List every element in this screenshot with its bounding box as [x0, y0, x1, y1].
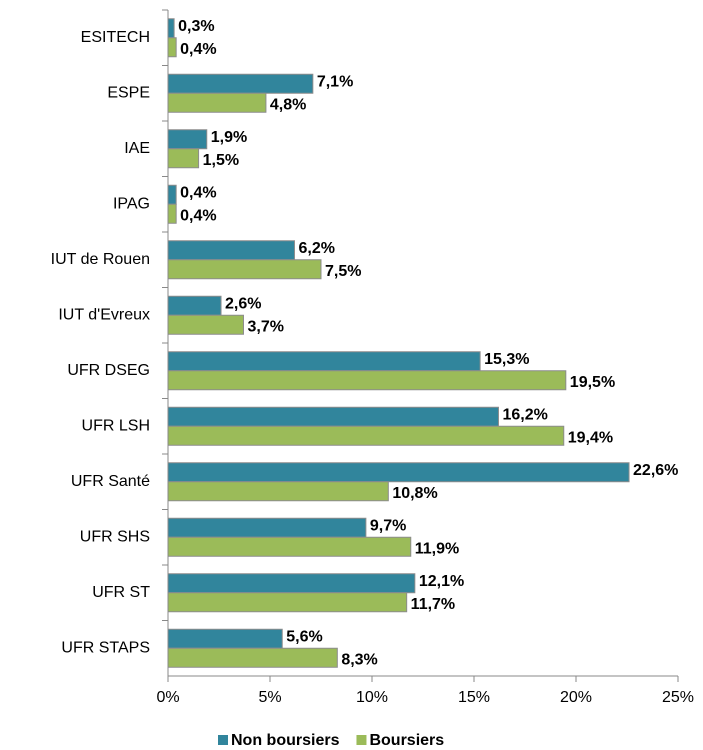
bar: [167, 592, 408, 613]
y-tick-label: ESPE: [107, 84, 150, 101]
data-label: 9,7%: [370, 517, 406, 534]
data-label: 1,5%: [203, 152, 239, 169]
x-tick-label: 15%: [458, 689, 490, 706]
bar: [167, 92, 267, 113]
bar: [167, 314, 244, 335]
bar: [167, 573, 416, 594]
legend-label: Non boursiers: [231, 732, 340, 749]
data-label: 10,8%: [392, 485, 437, 502]
data-label: 7,1%: [317, 73, 353, 90]
legend-swatch: [218, 735, 228, 745]
bar: [167, 425, 565, 446]
y-tick-label: ESITECH: [81, 29, 150, 46]
bar: [167, 370, 567, 391]
bar: [167, 481, 389, 502]
data-label: 19,5%: [570, 374, 615, 391]
y-tick-label: IUT de Rouen: [51, 251, 150, 268]
data-label: 11,9%: [415, 540, 459, 557]
data-label: 7,5%: [325, 263, 361, 280]
data-label: 12,1%: [419, 573, 464, 590]
data-label: 0,4%: [180, 184, 216, 201]
data-label: 2,6%: [225, 295, 261, 312]
y-tick-label: IAE: [124, 140, 150, 157]
y-tick-label: UFR Santé: [71, 473, 150, 490]
bar: [167, 259, 322, 280]
y-tick-label: IUT d'Evreux: [58, 306, 150, 323]
legend-swatch: [356, 735, 367, 745]
x-tick-label: 0%: [156, 689, 179, 706]
bar: [167, 18, 175, 39]
x-tick-label: 5%: [258, 689, 281, 706]
data-label: 5,6%: [286, 628, 322, 645]
bar: [167, 462, 630, 483]
y-tick-label: UFR DSEG: [67, 362, 150, 379]
bar: [167, 536, 412, 557]
y-tick-label: UFR ST: [92, 584, 150, 601]
data-label: 19,4%: [568, 429, 613, 446]
data-label: 3,7%: [247, 318, 283, 335]
bar: [167, 73, 314, 94]
bar: [167, 295, 222, 316]
data-label: 0,4%: [180, 207, 216, 224]
bar: [167, 406, 499, 427]
data-label: 15,3%: [484, 351, 529, 368]
bar: [167, 517, 367, 538]
bar: [167, 628, 283, 649]
y-tick-label: UFR STAPS: [61, 639, 150, 656]
bar: [167, 203, 177, 224]
data-label: 11,7%: [411, 596, 455, 613]
data-label: 22,6%: [633, 462, 678, 479]
bar: [167, 351, 481, 372]
data-label: 8,3%: [341, 651, 377, 668]
bar: [167, 148, 200, 169]
data-label: 0,4%: [180, 41, 216, 58]
data-label: 0,3%: [178, 18, 214, 35]
bar: [167, 37, 177, 58]
bar: [167, 129, 208, 150]
legend-label: Boursiers: [369, 732, 444, 749]
bar: [167, 647, 338, 668]
bar: [167, 240, 295, 261]
bar: [167, 184, 177, 205]
y-tick-label: UFR LSH: [82, 417, 150, 434]
x-tick-label: 10%: [356, 689, 388, 706]
data-label: 1,9%: [211, 129, 247, 146]
x-tick-label: 25%: [662, 689, 694, 706]
data-label: 6,2%: [298, 240, 334, 257]
data-label: 4,8%: [270, 96, 306, 113]
x-tick-label: 20%: [560, 689, 592, 706]
data-label: 16,2%: [502, 406, 547, 423]
y-tick-label: IPAG: [113, 195, 150, 212]
y-tick-label: UFR SHS: [80, 528, 150, 545]
